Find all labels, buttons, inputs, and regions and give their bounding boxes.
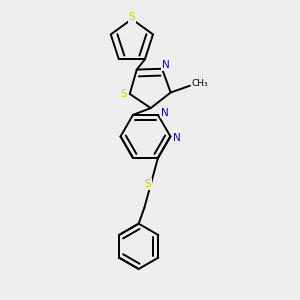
- Text: S: S: [129, 12, 135, 22]
- Text: N: N: [161, 108, 169, 118]
- Text: S: S: [121, 89, 128, 99]
- Text: N: N: [162, 60, 169, 70]
- Text: CH₃: CH₃: [192, 79, 208, 88]
- Text: S: S: [144, 179, 151, 189]
- Text: N: N: [173, 133, 181, 142]
